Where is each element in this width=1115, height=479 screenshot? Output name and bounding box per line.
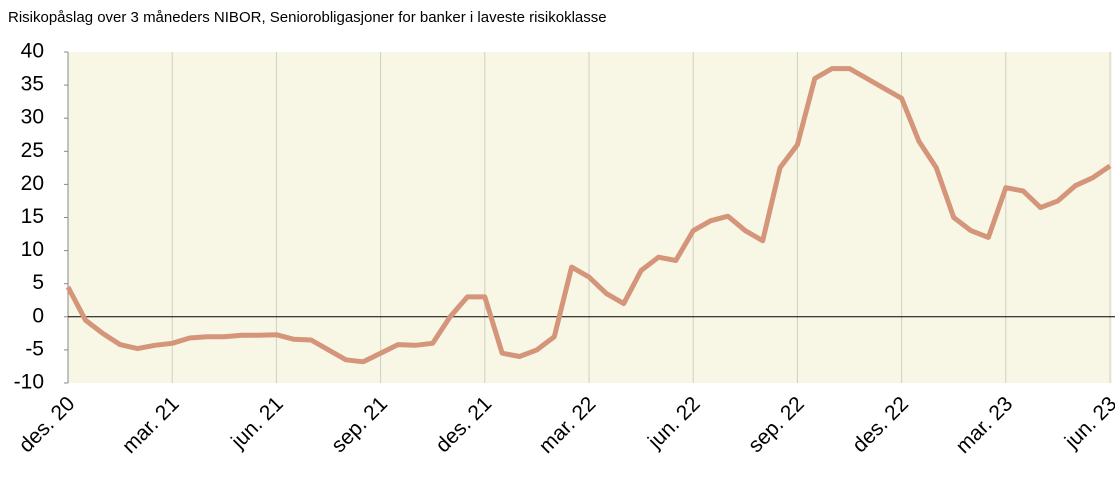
chart-title: Risikopåslag over 3 måneders NIBOR, Seni…	[8, 9, 607, 26]
x-tick-label: jun. 21	[226, 392, 288, 454]
x-tick-label: jun. 22	[643, 392, 705, 454]
y-tick-label: 0	[32, 304, 44, 327]
x-tick-label: sep. 22	[744, 392, 809, 457]
y-tick-label: 30	[21, 106, 44, 129]
x-tick-label: des. 22	[848, 392, 913, 457]
y-tick-label: -5	[25, 337, 44, 360]
x-tick-label: mar. 23	[951, 392, 1017, 458]
x-tick-label: mar. 22	[535, 392, 601, 458]
line-series	[65, 66, 1112, 365]
y-tick-label: 20	[21, 172, 44, 195]
y-tick-label: 40	[21, 40, 44, 63]
y-tick-label: 25	[21, 139, 44, 162]
x-tick-label: sep. 21	[327, 392, 392, 457]
x-tick-label: des. 21	[431, 392, 496, 457]
plot-area	[68, 52, 1112, 383]
x-tick-label: des. 20	[14, 392, 79, 457]
y-tick-label: 10	[21, 238, 44, 261]
y-tick-label: 5	[32, 271, 44, 294]
x-tick-label: mar. 21	[118, 392, 184, 458]
y-tick-label: 15	[21, 205, 44, 228]
x-tick-label: jun. 23	[1060, 392, 1115, 454]
y-tick-label: -10	[14, 371, 44, 394]
y-tick-label: 35	[21, 73, 44, 96]
